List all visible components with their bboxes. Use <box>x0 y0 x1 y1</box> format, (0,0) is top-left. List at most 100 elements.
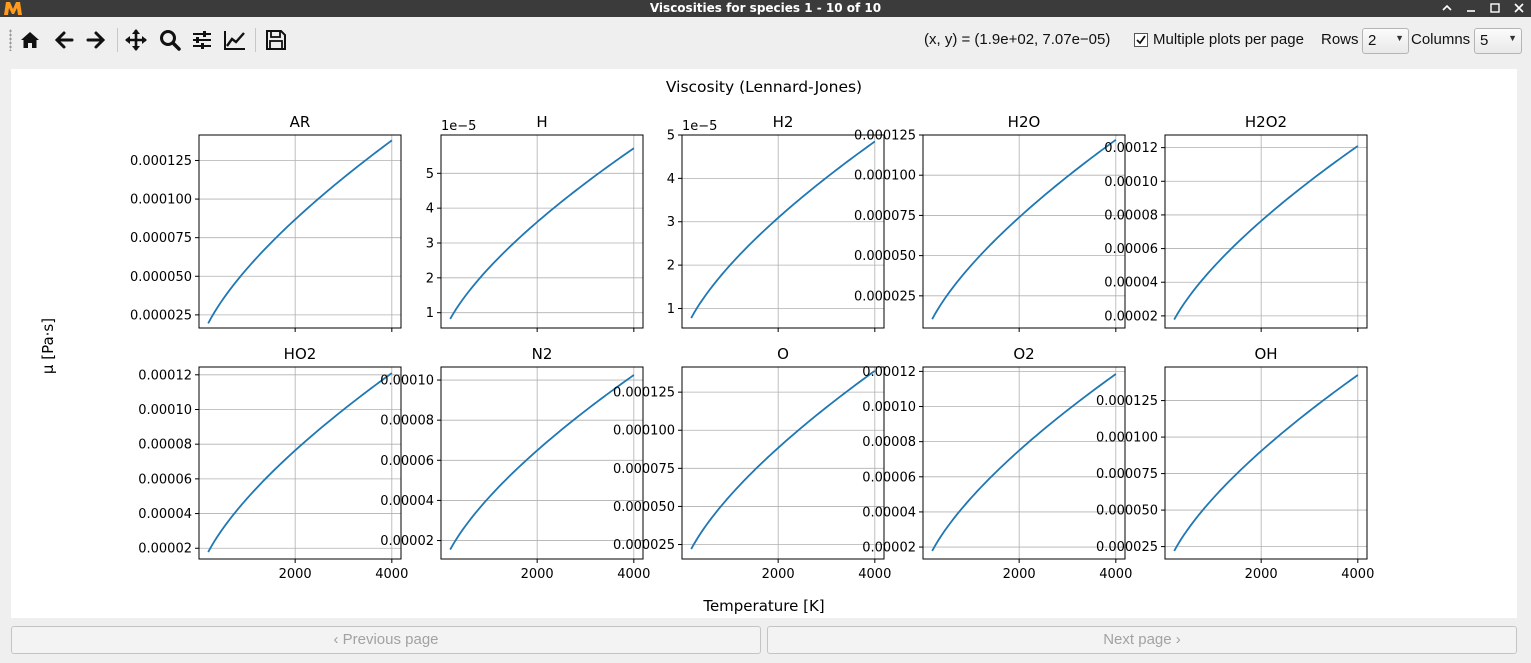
x-tick-label: 4000 <box>375 567 408 582</box>
pan-icon[interactable] <box>123 27 149 53</box>
minimize-window-icon[interactable] <box>1465 0 1477 16</box>
subplot-o2[interactable]: 0.00002 0.00004 0.00006 0.00008 0.00010 0.000… <box>862 345 1132 582</box>
subplot-h2o[interactable]: 0.000025 0.000050 0.000075 0.000100 0.000125… <box>854 113 1126 332</box>
subplot-h[interactable]: 1 2 3 4 5 H 1e−5 <box>426 113 644 332</box>
y-tick-label: 0.000125 <box>1096 394 1158 409</box>
configure-subplots-icon[interactable] <box>189 27 215 53</box>
subplot-title: O <box>777 345 789 363</box>
x-tick-label: 4000 <box>1341 567 1374 582</box>
subplot-h2[interactable]: 1 2 3 4 5 H2 1e−5 <box>667 113 885 332</box>
axes-frame <box>1164 366 1368 560</box>
subplot-title: H2O <box>1008 113 1041 131</box>
y-tick-label: 4 <box>426 202 434 217</box>
y-tick-label: 0.00006 <box>862 470 916 485</box>
y-tick-label: 0.00010 <box>862 400 916 415</box>
series-line <box>690 140 876 319</box>
figure-suptitle: Viscosity (Lennard-Jones) <box>666 78 862 96</box>
series-line <box>1173 374 1359 552</box>
y-tick-label: 0.000050 <box>130 270 192 285</box>
subplot-title: O2 <box>1013 345 1034 363</box>
columns-label: Columns <box>1411 31 1471 48</box>
axes-frame <box>198 366 402 560</box>
rows-label: Rows <box>1321 31 1359 48</box>
y-tick-label: 2 <box>426 271 434 286</box>
y-tick-label: 0.000050 <box>854 249 916 264</box>
series-line <box>449 147 635 320</box>
y-tick-label: 0.00006 <box>1104 242 1158 257</box>
multiple-plots-checkbox[interactable] <box>1134 33 1148 47</box>
app-logo-icon <box>2 0 24 17</box>
y-offset-label: 1e−5 <box>441 119 476 134</box>
subplot-title: H2O2 <box>1245 113 1287 131</box>
y-tick-label: 1 <box>426 306 434 321</box>
y-tick-label: 3 <box>426 236 434 251</box>
figure-canvas[interactable]: Viscosity (Lennard-Jones) μ [Pa·s] Tempe… <box>11 69 1517 618</box>
y-tick-label: 4 <box>667 172 675 187</box>
home-icon[interactable] <box>17 27 43 53</box>
y-tick-label: 0.00006 <box>138 472 192 487</box>
previous-page-button[interactable]: ‹ Previous page <box>11 626 761 654</box>
y-tick-label: 0.000075 <box>130 231 192 246</box>
edit-axes-icon[interactable] <box>222 27 248 53</box>
y-tick-label: 0.00004 <box>862 505 916 520</box>
y-tick-label: 0.000025 <box>854 289 916 304</box>
subplot-ar[interactable]: 0.000025 0.000050 0.000075 0.000100 0.000125… <box>130 113 402 332</box>
x-tick-label: 2000 <box>521 567 554 582</box>
x-tick-label: 2000 <box>1245 567 1278 582</box>
rows-select[interactable]: 2 ▼ <box>1362 28 1409 54</box>
y-tick-label: 0.00008 <box>1104 208 1158 223</box>
subplot-ho2[interactable]: 0.00002 0.00004 0.00006 0.00008 0.00010 0.000… <box>138 345 408 582</box>
subplot-o[interactable]: 0.000025 0.000050 0.000075 0.000100 0.000125… <box>613 345 891 582</box>
y-tick-label: 0.00002 <box>138 542 192 557</box>
forward-arrow-icon[interactable] <box>83 27 109 53</box>
series-line <box>207 139 393 324</box>
toolbar-grip[interactable] <box>9 29 12 51</box>
toolbar-separator <box>117 28 118 52</box>
axes-frame <box>922 134 1126 329</box>
axes-frame <box>681 134 885 329</box>
series-line <box>690 370 876 550</box>
back-arrow-icon[interactable] <box>51 27 77 53</box>
collapse-window-icon[interactable] <box>1441 0 1453 16</box>
subplot-oh[interactable]: 0.000025 0.000050 0.000075 0.000100 0.000125… <box>1096 345 1374 582</box>
axes-frame <box>198 134 402 329</box>
x-tick-label: 2000 <box>279 567 312 582</box>
axes-frame <box>440 366 644 560</box>
maximize-window-icon[interactable] <box>1489 0 1501 16</box>
y-tick-label: 0.00012 <box>1104 141 1158 156</box>
y-tick-label: 0.00010 <box>1104 175 1158 190</box>
y-tick-label: 0.000125 <box>130 154 192 169</box>
y-tick-label: 0.00004 <box>1104 276 1158 291</box>
subplot-h2o2[interactable]: 0.00002 0.00004 0.00006 0.00008 0.00010 0.000… <box>1104 113 1368 332</box>
subplot-n2[interactable]: 0.00002 0.00004 0.00006 0.00008 0.00010 2000 4… <box>380 345 650 582</box>
y-tick-label: 0.000075 <box>854 209 916 224</box>
toolbar-separator <box>255 28 256 52</box>
y-tick-label: 0.00008 <box>380 414 434 429</box>
figure-svg[interactable]: Viscosity (Lennard-Jones) μ [Pa·s] Tempe… <box>11 69 1517 618</box>
y-tick-label: 0.00008 <box>862 435 916 450</box>
next-page-button[interactable]: Next page › <box>767 626 1517 654</box>
y-tick-label: 0.00002 <box>380 534 434 549</box>
save-icon[interactable] <box>263 27 289 53</box>
x-tick-label: 2000 <box>762 567 795 582</box>
series-line <box>931 139 1117 320</box>
close-window-icon[interactable] <box>1513 0 1525 16</box>
subplot-title: HO2 <box>284 345 317 363</box>
axes-frame <box>681 366 885 560</box>
window-title: Viscosities for species 1 - 10 of 10 <box>649 1 882 15</box>
y-tick-label: 3 <box>667 215 675 230</box>
subplot-title: N2 <box>532 345 553 363</box>
y-tick-label: 0.000100 <box>1096 431 1158 446</box>
y-tick-label: 0.00006 <box>380 454 434 469</box>
cursor-coordinate-readout: (x, y) = (1.9e+02, 7.07e−05) <box>924 31 1111 48</box>
subplot-title: H <box>536 113 547 131</box>
figure-ylabel: μ [Pa·s] <box>39 318 57 374</box>
y-tick-label: 0.00012 <box>862 365 916 380</box>
y-tick-label: 0.000025 <box>613 538 675 553</box>
y-tick-label: 0.000025 <box>1096 540 1158 555</box>
multiple-plots-label[interactable]: Multiple plots per page <box>1153 31 1304 48</box>
y-tick-label: 0.000100 <box>854 169 916 184</box>
axes-frame <box>1164 134 1368 329</box>
zoom-icon[interactable] <box>157 27 183 53</box>
columns-select[interactable]: 5 ▼ <box>1474 28 1522 54</box>
